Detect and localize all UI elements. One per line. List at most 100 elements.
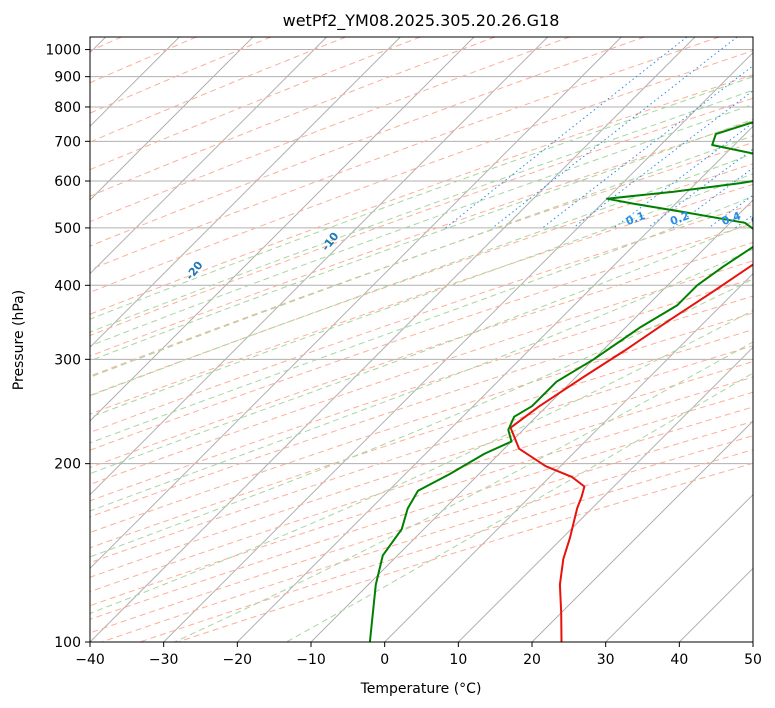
isotherm-line [678, 567, 753, 642]
moist-adiabat-line [90, 103, 753, 347]
mixing-ratio-label: 0.1 [624, 209, 647, 228]
y-tick-label: 1000 [45, 43, 81, 59]
x-tick-label: 0 [380, 652, 389, 668]
isotherm-line [457, 346, 753, 642]
dry-adiabat-line [90, 97, 753, 337]
temperature-profile [509, 263, 753, 642]
moist-adiabat-line [90, 173, 753, 418]
dry-adiabat-line [90, 37, 720, 271]
y-tick-label: 300 [54, 352, 81, 368]
moist-adiabat-line [90, 195, 753, 444]
isotherm-line [384, 272, 753, 642]
y-tick-label: 100 [54, 635, 81, 651]
dry-adiabat-line [90, 142, 753, 377]
isotherm-line [163, 51, 753, 642]
y-axis: 100 200 300 400 500 600 700 800 900 1000 [45, 43, 90, 651]
dry-adiabat-line [90, 37, 570, 223]
background-line-labels: -100-90-80-70-60-50-40-30-20-10010203040… [43, 209, 772, 315]
dewpoint-profile [368, 121, 753, 642]
dry-adiabat-line [90, 391, 753, 607]
dry-adiabat-line [90, 37, 496, 197]
moist-adiabat-line [90, 309, 753, 614]
y-tick-label: 200 [54, 457, 81, 473]
dry-adiabat-line [90, 120, 753, 357]
y-tick-label: 800 [54, 100, 81, 116]
dry-adiabat-label: -20 [183, 259, 206, 283]
isotherm-line [605, 493, 753, 642]
y-tick-label: 900 [54, 70, 81, 86]
isotherm-line [90, 37, 254, 201]
x-tick-label: −20 [223, 652, 253, 668]
y-axis-label: Pressure (hPa) [11, 290, 27, 390]
mixing-ratio-label: 0.4 [720, 209, 743, 228]
moist-adiabat-line [90, 118, 753, 362]
dry-adiabat-line [90, 241, 753, 469]
mixing-ratio-line [445, 37, 688, 229]
moist-adiabat-line [90, 76, 753, 320]
moist-adiabat-line [90, 153, 753, 397]
dry-adiabat-line [90, 312, 753, 534]
y-tick-label: 600 [54, 174, 81, 190]
mixing-ratio-line [492, 37, 738, 229]
dry-adiabat-line [90, 203, 753, 433]
y-tick-label: 500 [54, 221, 81, 237]
moist-adiabat-line [90, 89, 753, 333]
dry-adiabat-line [90, 260, 753, 485]
isobar-grid [90, 49, 753, 642]
chart-title: wetPf2_YM08.2025.305.20.26.G18 [283, 11, 560, 31]
mixing-ratio-line [613, 122, 753, 229]
isotherm-line [310, 199, 753, 642]
isotherm-line [90, 37, 549, 496]
dry-adiabat-line [90, 37, 346, 143]
x-tick-label: 30 [597, 652, 615, 668]
x-tick-label: 20 [523, 652, 541, 668]
y-tick-label: 400 [54, 278, 81, 294]
plot-frame [89, 36, 754, 643]
dry-adiabat-line [90, 183, 753, 415]
moist-adiabats [90, 76, 753, 642]
mixing-ratio-label: 0.2 [668, 209, 691, 228]
mixing-ratio-line [572, 90, 753, 229]
dry-adiabat-line [90, 361, 753, 578]
dry-adiabat-line [90, 295, 753, 518]
y-tick-label: 700 [54, 134, 81, 150]
isotherm-line [90, 37, 401, 349]
dry-adiabat-line [90, 345, 753, 564]
dry-adiabat-line [90, 37, 645, 247]
isotherm-line [752, 641, 753, 642]
isotherm-line [236, 125, 753, 642]
isotherm-line [90, 37, 622, 570]
dry-adiabat-label: -30 [43, 291, 66, 315]
isotherm-grid [90, 37, 753, 642]
mixing-ratio-line [734, 214, 753, 229]
x-tick-label: −30 [149, 652, 179, 668]
dry-adiabat-line [90, 278, 753, 502]
dry-adiabat-line [90, 329, 753, 549]
isotherm-line [531, 420, 753, 642]
x-tick-label: 40 [670, 652, 688, 668]
dry-adiabat-line [90, 37, 272, 114]
dry-adiabat-line [90, 37, 421, 171]
dry-adiabat-line [90, 163, 753, 396]
mixing-ratio-line [647, 148, 753, 229]
dry-adiabats [90, 37, 753, 642]
x-tick-label: 10 [449, 652, 467, 668]
plot-area: -100-90-80-70-60-50-40-30-20-10010203040… [43, 37, 772, 642]
isotherm-line [90, 37, 475, 422]
dry-adiabat-line [101, 435, 753, 642]
dry-adiabat-label: -10 [319, 230, 342, 254]
dry-adiabat-line [90, 74, 753, 315]
x-tick-label: 50 [744, 652, 762, 668]
moist-adiabat-line [90, 278, 753, 558]
moist-adiabat-line [90, 248, 753, 512]
isotherm-line [90, 37, 328, 275]
x-tick-label: −40 [75, 652, 105, 668]
x-axis-label: Temperature (°C) [360, 681, 482, 697]
moist-adiabat-line [90, 135, 753, 378]
mixing-ratio-label: 0.6 [749, 209, 772, 228]
dry-adiabat-line [90, 376, 753, 593]
dry-adiabat-line [90, 50, 753, 293]
dry-adiabat-line [90, 223, 753, 451]
x-tick-label: −10 [296, 652, 326, 668]
